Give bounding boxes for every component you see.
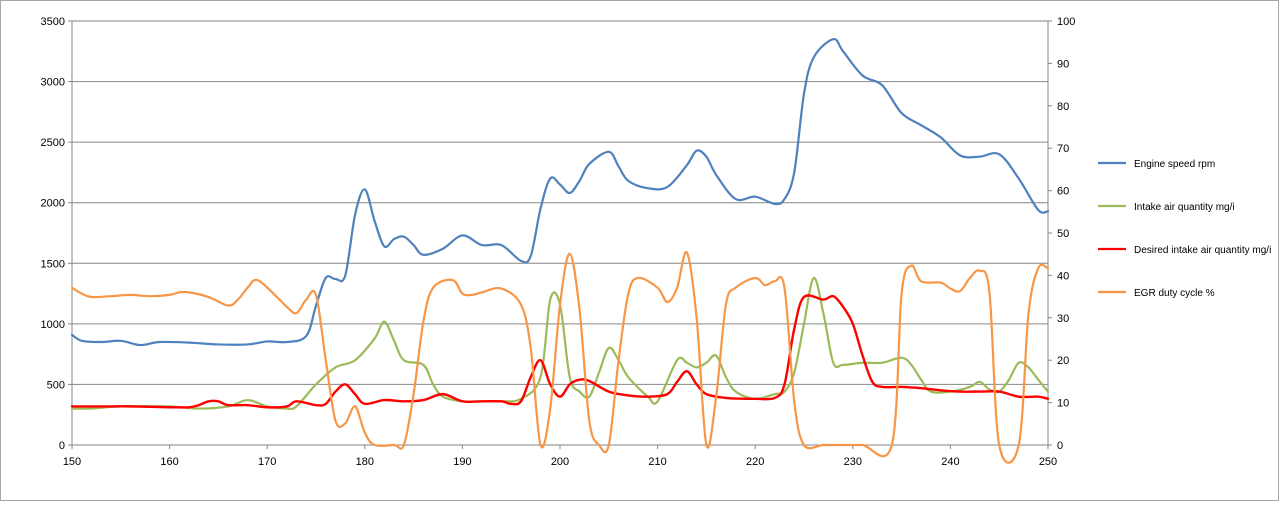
y-tick-label: 500: [47, 379, 65, 391]
x-tick-label: 180: [356, 456, 374, 468]
series-line-intake-air-quantity-mg-i: [70, 276, 1050, 411]
x-tick-label: 220: [746, 456, 764, 468]
gridlines: [72, 20, 1048, 385]
x-tick-label: 230: [844, 456, 862, 468]
legend-label-desired-intake-air-quantity-mg-i: Desired intake air quantity mg/i: [1134, 245, 1271, 256]
y2-tick-label: 70: [1057, 143, 1069, 155]
y-tick-label: 2500: [41, 137, 65, 149]
x-tick-label: 210: [648, 456, 666, 468]
y2-tick-label: 20: [1057, 355, 1069, 367]
series-line-engine-speed-rpm: [70, 38, 1050, 347]
legend-label-engine-speed-rpm: Engine speed rpm: [1134, 159, 1215, 170]
y2-tick-label: 30: [1057, 313, 1069, 325]
x-tick-label: 150: [63, 456, 81, 468]
y-tick-label: 0: [59, 440, 65, 452]
series-lines: [70, 38, 1050, 464]
y-tick-label: 1000: [41, 319, 65, 331]
x-tick-label: 200: [551, 456, 569, 468]
legend: Engine speed rpm Intake air quantity mg/i…: [1098, 159, 1271, 299]
y2-tick-label: 40: [1057, 270, 1069, 282]
legend-label-egr-duty-cycle: EGR duty cycle %: [1134, 288, 1215, 299]
y2-tick-label: 0: [1057, 440, 1063, 452]
series-line-egr-duty-cycle: [70, 251, 1050, 464]
y2-tick-label: 60: [1057, 186, 1069, 198]
y2-tick-label: 10: [1057, 398, 1069, 410]
y-tick-label: 1500: [41, 258, 65, 270]
y-tick-label: 3500: [41, 16, 65, 28]
y2-axis-tick-labels: 0 10 20 30 40 50 60 70 80 90 100: [1057, 16, 1075, 452]
y-axis-tick-labels: 0 500 1000 1500 2000 2500 3000 3500: [41, 16, 65, 452]
x-axis-tick-labels: 150 160 170 180 190 200 210 220 230 240 250: [63, 456, 1057, 468]
y2-tick-label: 50: [1057, 228, 1069, 240]
y2-tick-label: 90: [1057, 58, 1069, 70]
x-tick-label: 190: [453, 456, 471, 468]
x-tick-label: 250: [1039, 456, 1057, 468]
y2-tick-label: 80: [1057, 101, 1069, 113]
x-tick-label: 160: [160, 456, 178, 468]
y-tick-label: 3000: [41, 77, 65, 89]
x-tick-label: 240: [941, 456, 959, 468]
x-tick-label: 170: [258, 456, 276, 468]
y2-tick-label: 100: [1057, 16, 1075, 28]
axes: [68, 20, 1052, 449]
series-line-desired-intake-air-quantity-mg-i: [70, 294, 1050, 409]
y-tick-label: 2000: [41, 198, 65, 210]
legend-label-intake-air-quantity-mg-i: Intake air quantity mg/i: [1134, 202, 1235, 213]
